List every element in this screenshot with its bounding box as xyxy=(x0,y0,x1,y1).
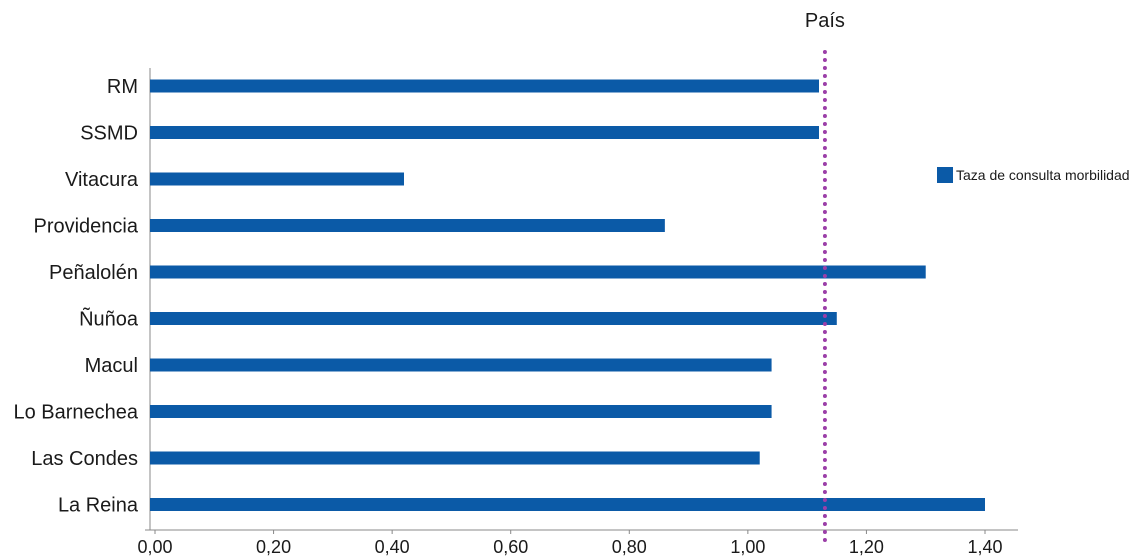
bar-2 xyxy=(150,172,404,186)
x-tick-label-4: 0,80 xyxy=(612,537,647,556)
x-tick-label-5: 1,00 xyxy=(730,537,765,556)
reference-line-group: País xyxy=(805,10,845,548)
bar-8 xyxy=(150,451,760,465)
category-label-1: SSMD xyxy=(80,123,138,145)
bar-6 xyxy=(150,358,772,372)
category-label-9: La Reina xyxy=(58,495,139,517)
category-labels: RM SSMD Vitacura Providencia Peñalolén Ñuñoa M… xyxy=(13,76,138,517)
bar-7 xyxy=(150,405,772,418)
category-label-7: Lo Barnechea xyxy=(13,402,138,424)
legend-swatch xyxy=(937,167,953,183)
bar-0 xyxy=(150,79,819,93)
bar-9 xyxy=(150,498,985,511)
category-label-3: Providencia xyxy=(33,216,138,238)
x-tick-labels: 0,00 0,20 0,40 0,60 0,80 1,00 1,20 1,40 xyxy=(137,530,1003,556)
bar-4 xyxy=(150,265,926,279)
category-label-4: Peñalolén xyxy=(49,262,138,284)
legend-label: Taza de consulta morbilidad xyxy=(956,167,1130,183)
x-tick-label-1: 0,20 xyxy=(256,537,291,556)
bar-3 xyxy=(150,219,665,232)
x-tick-label-2: 0,40 xyxy=(375,537,410,556)
category-label-8: Las Condes xyxy=(31,448,138,470)
category-label-5: Ñuñoa xyxy=(79,307,139,331)
reference-line-label: País xyxy=(805,10,845,32)
category-label-0: RM xyxy=(107,76,138,98)
x-tick-label-7: 1,40 xyxy=(967,537,1002,556)
legend: Taza de consulta morbilidad xyxy=(937,167,1130,183)
category-label-2: Vitacura xyxy=(65,169,139,191)
chart-bars xyxy=(150,79,985,511)
bar-1 xyxy=(150,126,819,139)
x-tick-label-0: 0,00 xyxy=(137,537,172,556)
x-tick-label-6: 1,20 xyxy=(849,537,884,556)
category-label-6: Macul xyxy=(85,355,138,377)
x-tick-label-3: 0,60 xyxy=(493,537,528,556)
bar-5 xyxy=(150,312,837,325)
